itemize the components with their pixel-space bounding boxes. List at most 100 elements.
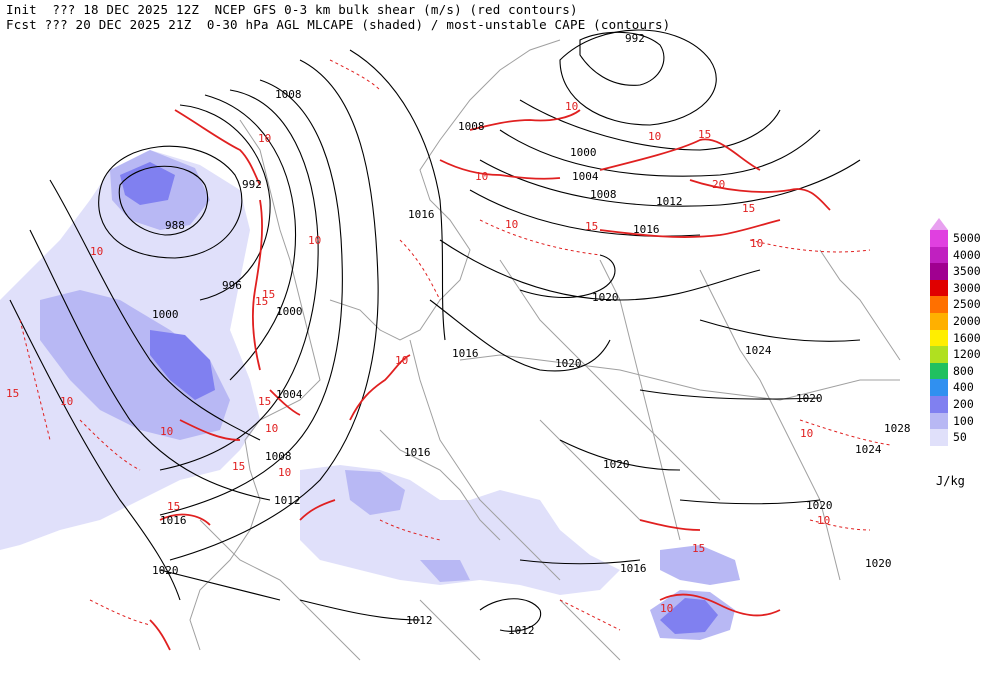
cape-legend: 5000 4000 3500 3000 2500 2000 1600 1200 … xyxy=(928,218,1000,450)
legend-swatch xyxy=(930,412,948,430)
legend-row: 2000 xyxy=(928,313,1000,330)
isobar-label: 1020 xyxy=(806,499,833,512)
shear-label: 10 xyxy=(278,466,291,479)
legend-swatch xyxy=(930,230,948,247)
legend-row: 50 xyxy=(928,429,1000,446)
legend-label: 100 xyxy=(953,413,974,428)
shear-label: 10 xyxy=(90,245,103,258)
shear-label: 10 xyxy=(800,427,813,440)
isobar-label: 996 xyxy=(222,279,242,292)
isobars xyxy=(9,29,861,632)
isobar-label: 1016 xyxy=(404,446,431,459)
isobar-label: 1008 xyxy=(265,450,292,463)
isobar-label: 988 xyxy=(165,219,185,232)
isobar-label: 1004 xyxy=(276,388,303,401)
shear-label: 15 xyxy=(6,387,19,400)
isobar-label: 1024 xyxy=(745,344,772,357)
legend-overflow-arrow-icon xyxy=(930,218,948,230)
shear-label: 10 xyxy=(565,100,578,113)
legend-row: 3000 xyxy=(928,279,1000,297)
isobar-label: 1020 xyxy=(603,458,630,471)
legend-swatch xyxy=(930,263,948,280)
shear-label: 10 xyxy=(308,234,321,247)
shear-label: 10 xyxy=(160,425,173,438)
header-init-line: Init ??? 18 DEC 2025 12Z NCEP GFS 0-3 km… xyxy=(6,2,578,17)
legend-label: 400 xyxy=(953,380,974,395)
shear-label: 15 xyxy=(255,295,268,308)
borders xyxy=(189,39,901,661)
legend-swatch xyxy=(930,313,948,330)
shear-label: 15 xyxy=(742,202,755,215)
legend-units: J/kg xyxy=(936,474,965,488)
legend-row: 1200 xyxy=(928,346,1000,363)
isobar-label: 1004 xyxy=(572,170,599,183)
legend-row: 100 xyxy=(928,412,1000,430)
isobar-label: 1016 xyxy=(408,208,435,221)
shear-label: 15 xyxy=(585,220,598,233)
shear-label: 10 xyxy=(395,354,408,367)
legend-label: 1200 xyxy=(953,347,981,362)
shear-label: 10 xyxy=(750,237,763,250)
isobar-label: 1012 xyxy=(656,195,683,208)
shear-contours xyxy=(149,109,831,651)
legend-row: 400 xyxy=(928,379,1000,396)
cape-region-east-med xyxy=(660,545,740,585)
isobar-label: 1020 xyxy=(796,392,823,405)
isobar-label: 1020 xyxy=(592,291,619,304)
isobar-label: 1016 xyxy=(452,347,479,360)
shear-label: 15 xyxy=(692,542,705,555)
header-forecast-line: Fcst ??? 20 DEC 2025 21Z 0-30 hPa AGL ML… xyxy=(6,17,671,32)
shear-label: 10 xyxy=(475,170,488,183)
isobar-label: 992 xyxy=(242,178,262,191)
isobar-label: 1016 xyxy=(620,562,647,575)
isobar-label: 1008 xyxy=(590,188,617,201)
map-header: Init ??? 18 DEC 2025 12Z NCEP GFS 0-3 km… xyxy=(0,0,1000,34)
shear-label: 15 xyxy=(698,128,711,141)
cape-shading xyxy=(0,150,740,640)
isobar-label: 1008 xyxy=(275,88,302,101)
isobar-label: 1000 xyxy=(276,305,303,318)
legend-label: 800 xyxy=(953,363,974,378)
isobar-label: 1000 xyxy=(570,146,597,159)
isobar-label: 1028 xyxy=(884,422,911,435)
isobar-label: 1012 xyxy=(508,624,535,637)
isobar-label: 1008 xyxy=(458,120,485,133)
shear-label: 10 xyxy=(505,218,518,231)
legend-label: 200 xyxy=(953,397,974,411)
legend-label: 2000 xyxy=(953,314,981,328)
legend-row: 1600 xyxy=(928,329,1000,347)
legend-label: 3000 xyxy=(953,280,981,295)
isobar-labels: 992 1008 1008 1000 1004 1008 1012 1016 9… xyxy=(152,32,911,637)
shear-label: 10 xyxy=(817,514,830,527)
cape-region-atlantic-200 xyxy=(120,162,215,400)
shear-labels: 10 15 10 15 20 15 10 15 10 15 10 10 10 1… xyxy=(6,100,830,615)
shear-label: 10 xyxy=(648,130,661,143)
legend-row: 800 xyxy=(928,362,1000,380)
shear-label: 10 xyxy=(258,132,271,145)
isobar-label: 992 xyxy=(625,32,645,45)
shear-label: 15 xyxy=(167,500,180,513)
shear-label: 10 xyxy=(265,422,278,435)
shear-contours-dashed xyxy=(19,59,891,631)
legend-swatch xyxy=(930,396,948,413)
isobar-label: 1020 xyxy=(555,357,582,370)
legend-swatch xyxy=(930,246,948,264)
shear-label: 15 xyxy=(258,395,271,408)
isobar-label: 1016 xyxy=(633,223,660,236)
isobar-label: 1012 xyxy=(406,614,433,627)
shear-label: 15 xyxy=(262,288,275,301)
isobar-label: 1020 xyxy=(865,557,892,570)
legend-label: 2500 xyxy=(953,297,981,312)
legend-swatch xyxy=(930,362,948,380)
isobar-label: 1024 xyxy=(855,443,882,456)
isobar-label: 1000 xyxy=(152,308,179,321)
legend-row: 4000 xyxy=(928,246,1000,264)
legend-swatch xyxy=(930,329,948,347)
shear-label: 10 xyxy=(60,395,73,408)
legend-label: 4000 xyxy=(953,247,981,262)
legend-row: 2500 xyxy=(928,296,1000,313)
legend-swatch xyxy=(930,429,948,446)
legend-label: 3500 xyxy=(953,264,981,279)
legend-label: 1600 xyxy=(953,330,981,345)
